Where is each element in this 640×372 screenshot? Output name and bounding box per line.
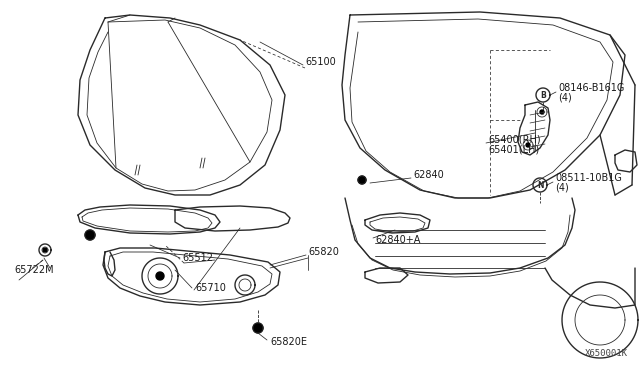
Polygon shape <box>253 323 263 333</box>
Text: 65710: 65710 <box>195 283 226 293</box>
Text: 65401(LH): 65401(LH) <box>488 145 540 155</box>
Text: B: B <box>540 90 546 99</box>
Polygon shape <box>358 176 366 184</box>
Text: 65100: 65100 <box>305 57 336 67</box>
Text: (4): (4) <box>555 183 569 193</box>
Polygon shape <box>156 272 164 280</box>
Text: 62840: 62840 <box>413 170 444 180</box>
Text: 65820: 65820 <box>308 247 339 257</box>
Polygon shape <box>43 248 47 252</box>
Text: X650001K: X650001K <box>585 349 628 358</box>
Polygon shape <box>85 230 95 240</box>
Text: 08146-B161G: 08146-B161G <box>558 83 625 93</box>
Polygon shape <box>540 110 544 114</box>
Text: 65512: 65512 <box>182 253 213 263</box>
Text: (4): (4) <box>558 93 572 103</box>
Text: 65820E: 65820E <box>270 337 307 347</box>
Text: 65722M: 65722M <box>14 265 54 275</box>
Text: 08511-10B1G: 08511-10B1G <box>555 173 622 183</box>
Text: 65400(RH): 65400(RH) <box>488 135 541 145</box>
Text: N: N <box>537 180 543 189</box>
Text: 62840+A: 62840+A <box>375 235 420 245</box>
Polygon shape <box>526 143 530 147</box>
